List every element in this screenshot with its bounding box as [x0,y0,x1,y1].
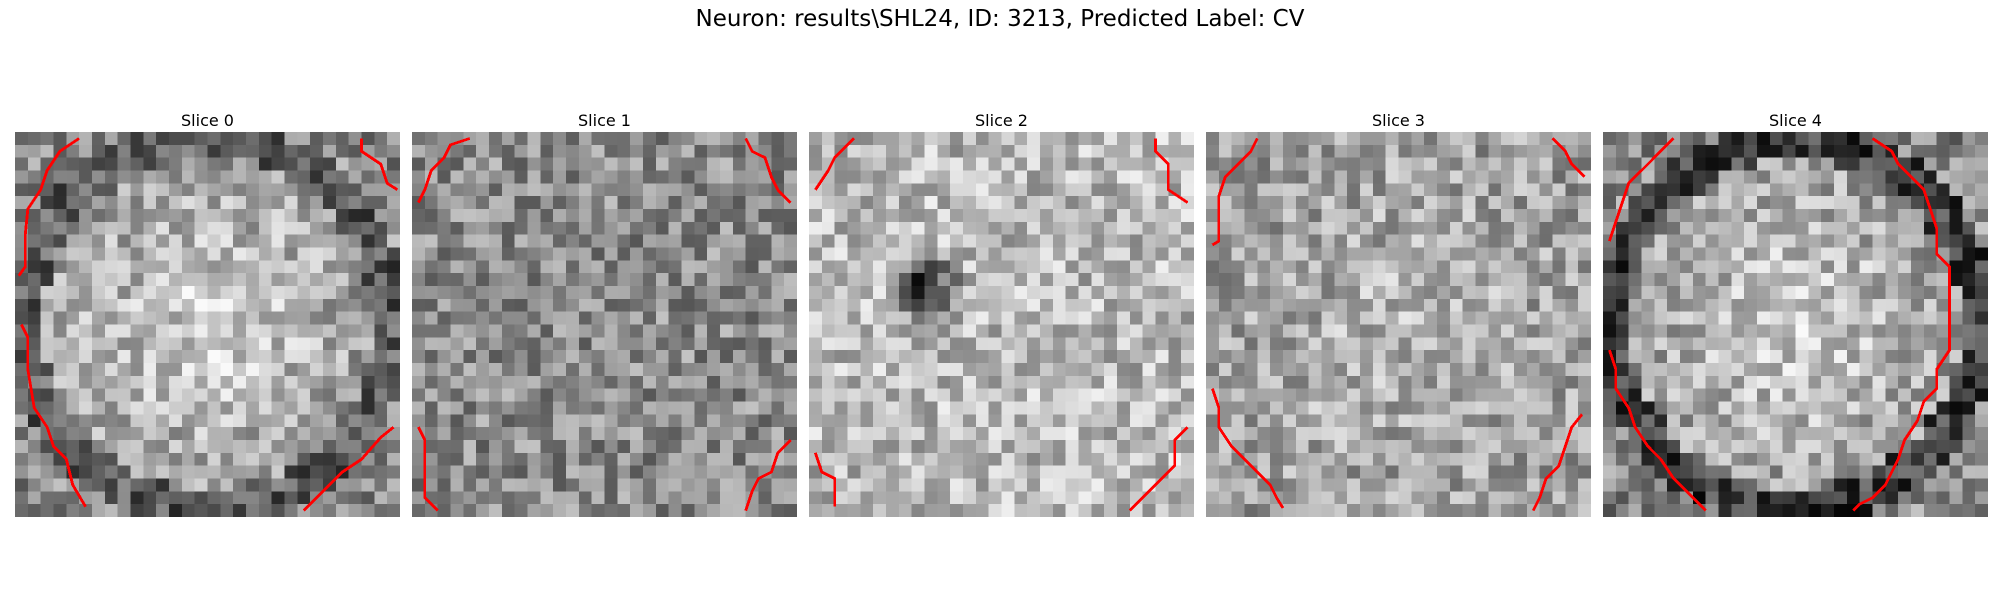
contour-line [1154,138,1189,204]
slice-image-2 [809,132,1194,517]
slice-panel-1: Slice 1 [412,110,797,517]
figure-title: Neuron: results\SHL24, ID: 3213, Predict… [695,6,1305,32]
slice-title: Slice 1 [578,111,631,130]
contour-line [744,137,792,204]
slice-title: Slice 2 [975,111,1028,130]
contour-line [1608,349,1707,512]
contour-line [1551,137,1586,178]
contour-line [1608,137,1675,242]
contour-line [417,137,471,204]
contour-line [417,426,439,512]
slice-panel-3: Slice 3 [1206,110,1591,517]
slice-image-4 [1603,132,1988,517]
slice-title: Slice 3 [1372,111,1425,130]
contour-line [814,452,837,507]
slice-title: Slice 0 [181,111,234,130]
slice-panel-0: Slice 0 [15,110,400,517]
slice-image-3 [1206,132,1591,517]
contour-line [1211,388,1285,509]
slice-image-1 [412,132,797,517]
contour-line [1531,413,1584,512]
contour-line [1211,137,1259,247]
slice-panel-4: Slice 4 [1603,110,1988,517]
contour-line [20,323,87,508]
contour-line [360,138,399,191]
contour-line [1128,426,1189,512]
slice-title: Slice 4 [1769,111,1822,130]
slice-image-0 [15,132,400,517]
slice-panel-2: Slice 2 [809,110,1194,517]
contour-line [302,426,395,512]
contour-line [744,439,792,512]
contour-line [814,137,855,191]
contour-line [17,137,80,277]
contour-line [1852,137,1951,512]
